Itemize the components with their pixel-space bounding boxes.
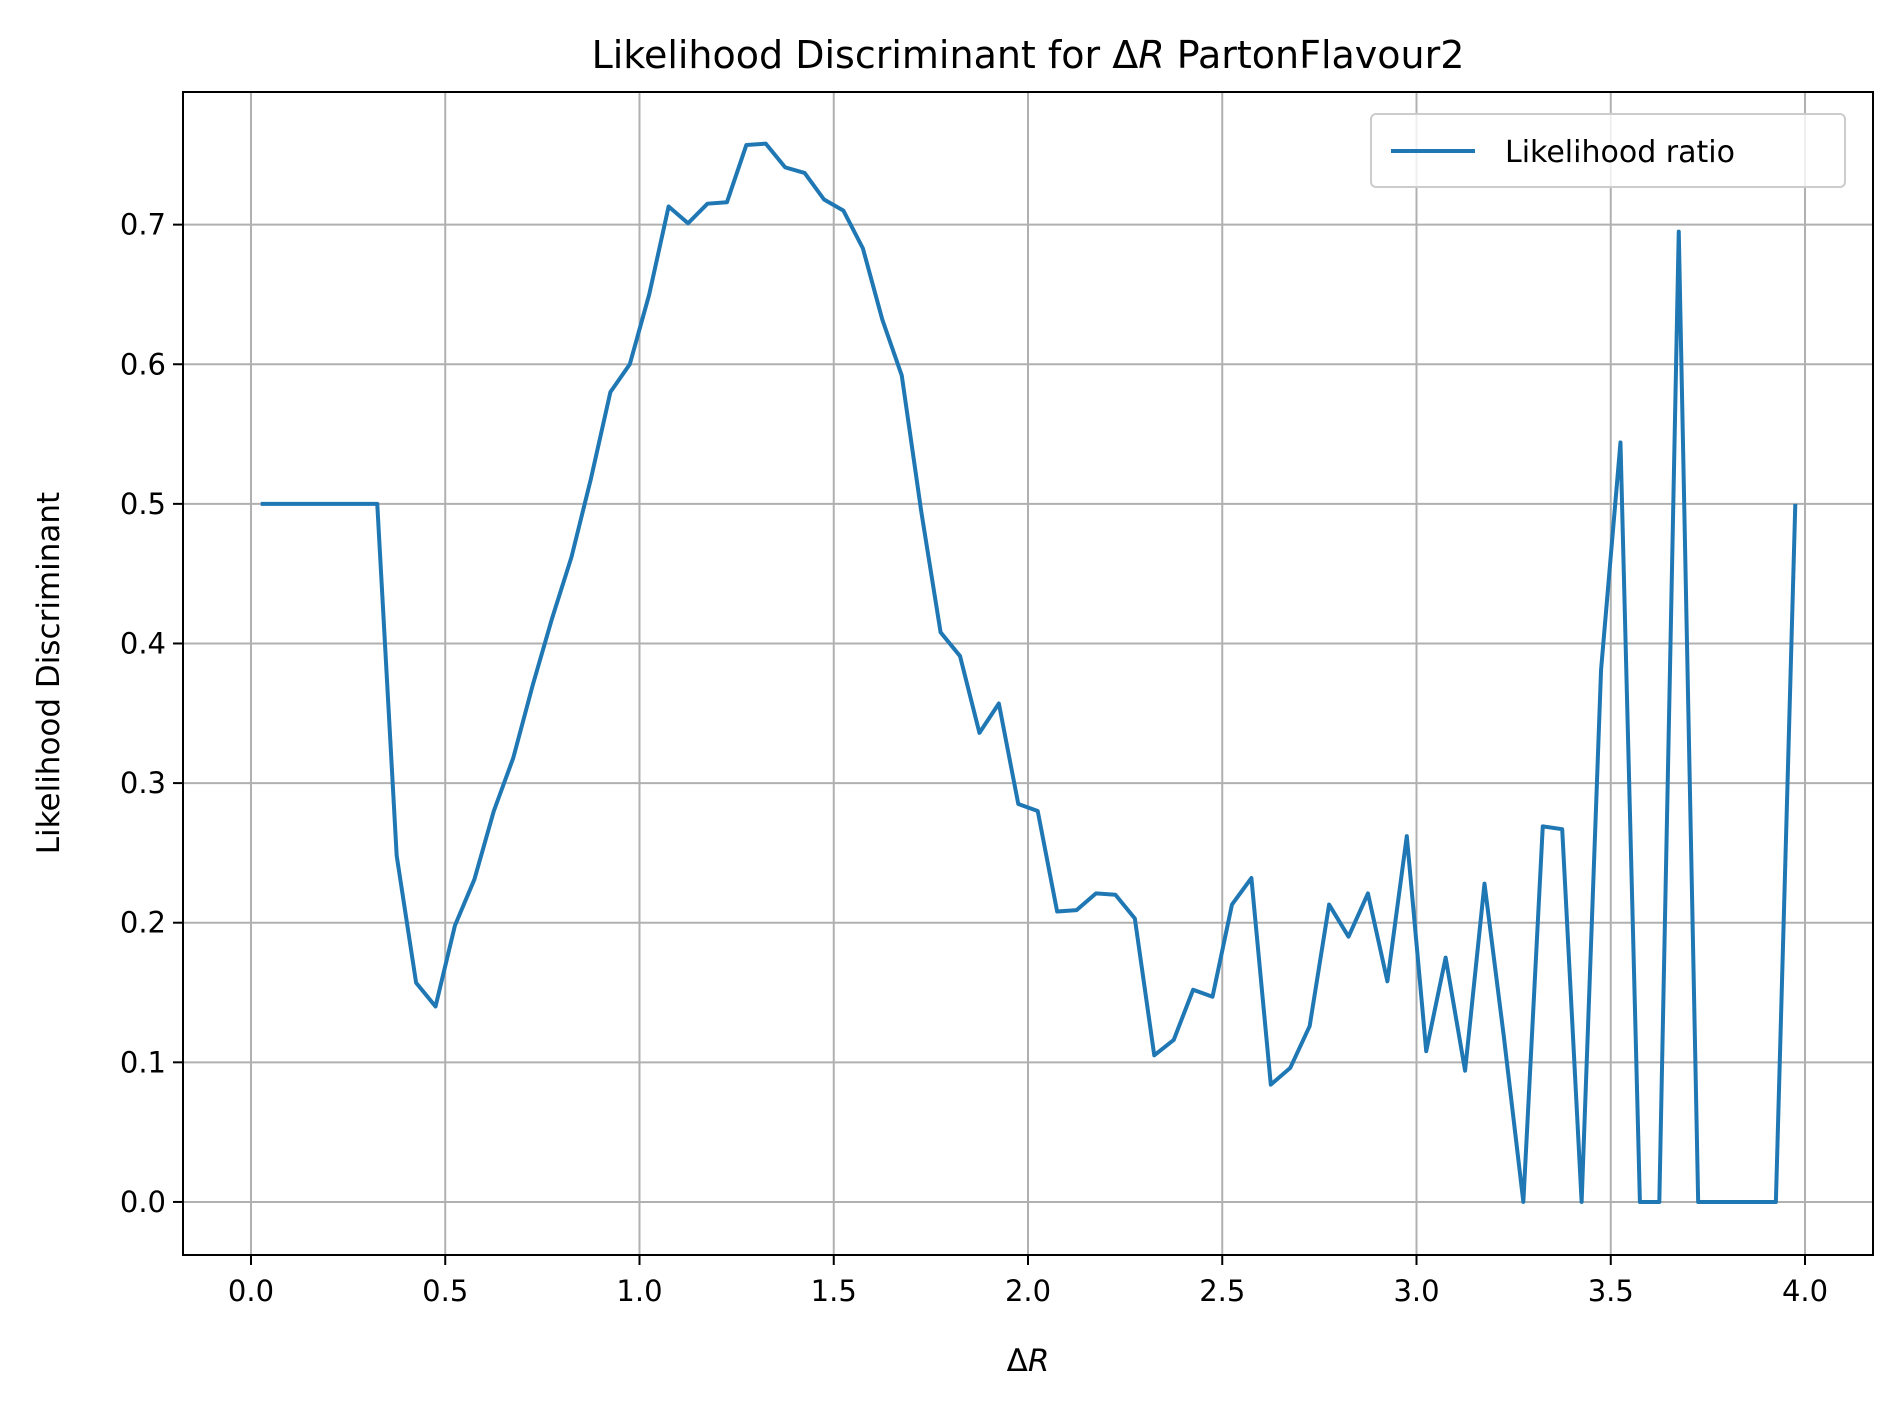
y-tick-label: 0.5: [120, 487, 166, 521]
y-tick-label: 0.1: [120, 1045, 166, 1079]
y-axis-ticks: 0.0 0.1 0.2 0.3 0.4 0.5 0.6 0.7: [120, 208, 183, 1219]
x-tick-label: 4.0: [1782, 1274, 1828, 1308]
x-tick-label: 1.5: [811, 1274, 857, 1308]
x-tick-label: 3.5: [1588, 1274, 1634, 1308]
x-tick-label: 0.5: [422, 1274, 468, 1308]
y-tick-label: 0.3: [120, 766, 166, 800]
legend: Likelihood ratio: [1370, 113, 1846, 188]
x-tick-label: 2.0: [1005, 1274, 1051, 1308]
x-axis-label: ΔR: [1007, 1343, 1050, 1379]
series-layer: [260, 141, 1798, 1204]
chart-title: Likelihood Discriminant for ΔR PartonFla…: [592, 33, 1465, 77]
y-tick-label: 0.2: [120, 906, 166, 940]
series-line-likelihood-ratio: [260, 141, 1798, 1204]
y-tick-label: 0.7: [120, 208, 166, 242]
x-tick-label: 1.0: [616, 1274, 662, 1308]
legend-box: [1370, 113, 1846, 188]
y-tick-label: 0.4: [120, 626, 166, 660]
x-tick-label: 2.5: [1199, 1274, 1245, 1308]
y-axis-label: Likelihood Discriminant: [31, 492, 67, 854]
x-tick-label: 0.0: [228, 1274, 274, 1308]
y-tick-label: 0.6: [120, 347, 166, 381]
grid-lines: [183, 92, 1873, 1255]
x-axis-ticks: 0.0 0.5 1.0 1.5 2.0 2.5 3.0 3.5 4.0: [228, 1255, 1828, 1308]
legend-label: Likelihood ratio: [1505, 135, 1735, 170]
y-tick-label: 0.0: [120, 1185, 166, 1219]
x-tick-label: 3.0: [1393, 1274, 1439, 1308]
